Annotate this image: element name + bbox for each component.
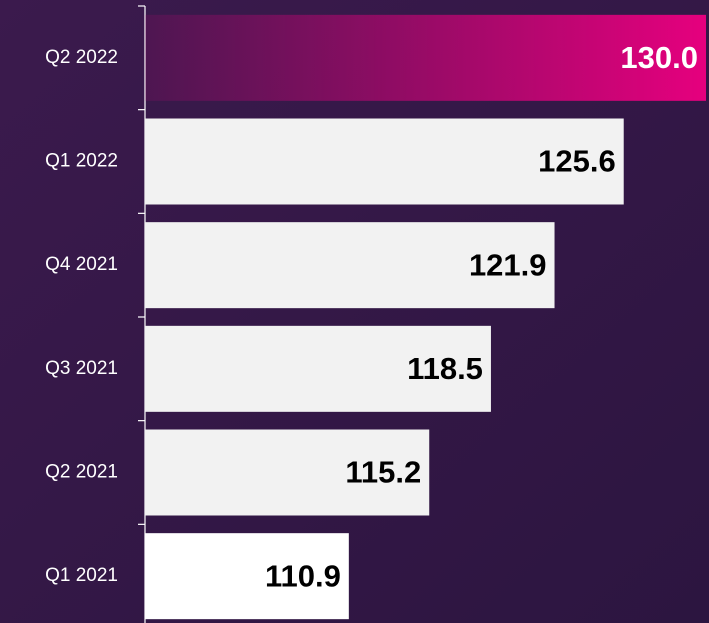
value-label: 110.9 [265, 558, 341, 593]
value-label: 125.6 [538, 144, 616, 179]
category-label: Q2 2022 [45, 47, 118, 68]
bar [145, 222, 555, 309]
category-label: Q2 2021 [45, 462, 118, 483]
bar [145, 118, 624, 205]
value-label: 115.2 [345, 455, 421, 490]
value-label: 130.0 [620, 40, 698, 75]
bar [145, 533, 349, 620]
bar [145, 14, 706, 101]
bar [145, 429, 430, 516]
bar [145, 325, 491, 412]
category-label: Q1 2022 [45, 151, 118, 172]
value-label: 121.9 [469, 247, 547, 282]
category-label: Q1 2021 [45, 565, 118, 586]
category-label: Q3 2021 [45, 358, 118, 379]
category-label: Q4 2021 [45, 254, 118, 275]
value-label: 118.5 [407, 351, 483, 386]
